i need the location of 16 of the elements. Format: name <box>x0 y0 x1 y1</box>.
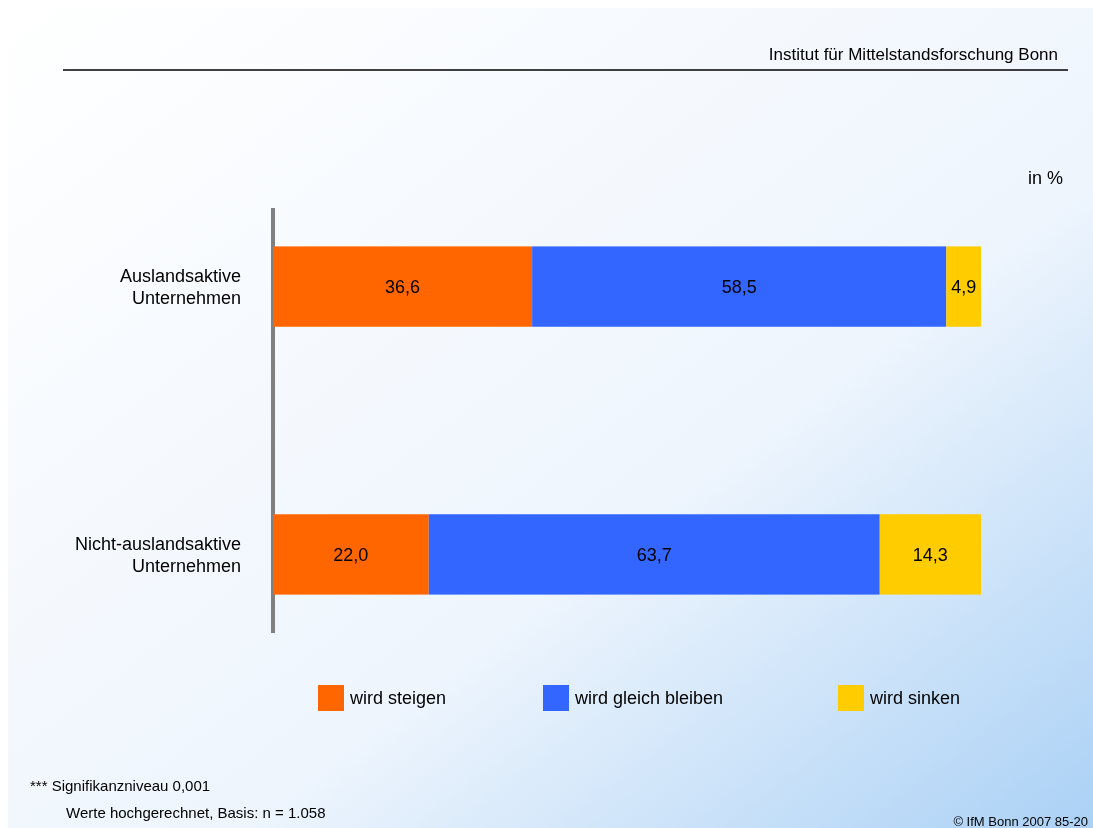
data-label: 4,9 <box>951 276 977 297</box>
legend-label: wird steigen <box>349 688 447 709</box>
data-label: 36,6 <box>385 276 421 297</box>
text: in % <box>1027 168 1063 188</box>
legend-label: wird gleich bleiben <box>574 688 724 709</box>
data-label: 58,5 <box>721 276 757 297</box>
text: Institut für Mittelstandsforschung Bonn <box>768 45 1058 64</box>
y-tick-label: Auslandsaktive Unternehmen <box>119 265 241 308</box>
text: © IfM Bonn 2007 85-20 <box>953 814 1088 828</box>
legend-label: wird sinken <box>869 688 961 709</box>
text: Werte hochgerechnet, Basis: n = 1.058 <box>66 804 326 821</box>
text: *** Signifikanzniveau 0,001 <box>30 777 211 794</box>
data-label: 63,7 <box>636 544 672 565</box>
y-tick-label: Nicht-auslandsaktive Unternehmen <box>74 533 241 576</box>
data-label: 22,0 <box>333 544 369 565</box>
data-label: 14,3 <box>912 544 948 565</box>
